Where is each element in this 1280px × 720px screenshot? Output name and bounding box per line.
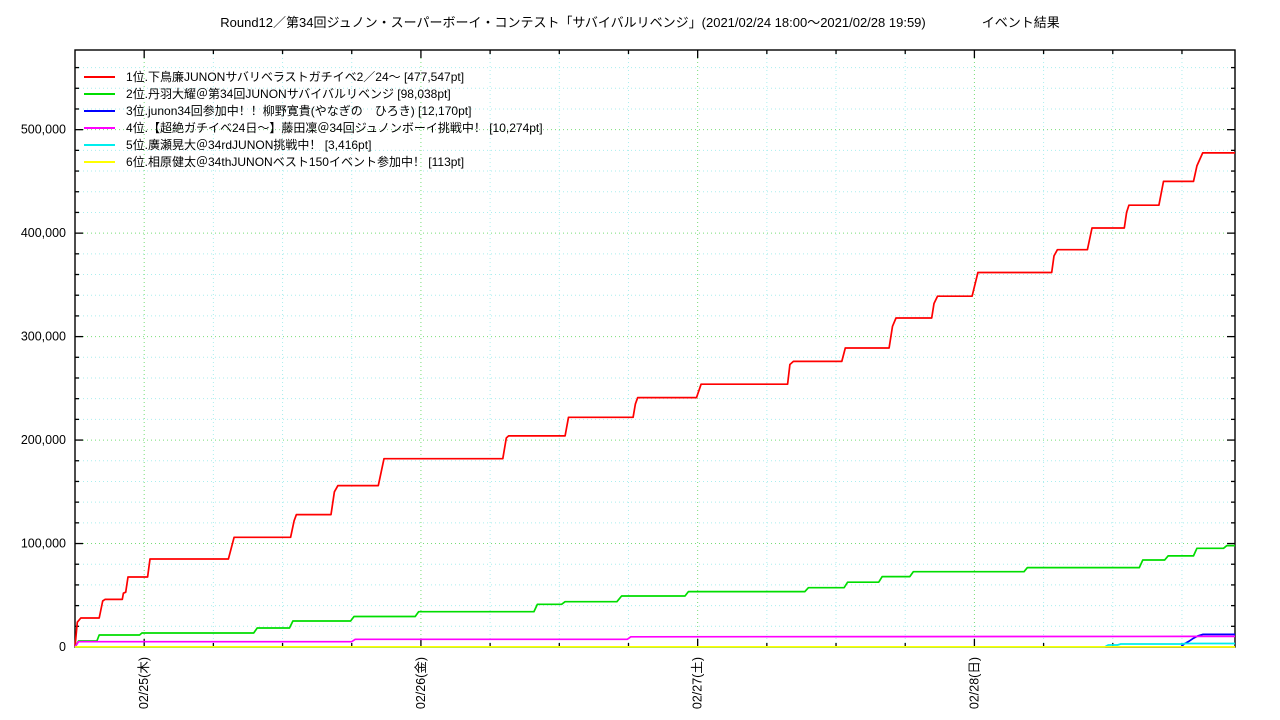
legend-entry: 5位.廣瀬晃大＠34rdJUNON挑戦中！ [3,416pt] [84, 136, 543, 153]
legend-color-line [84, 109, 115, 112]
legend-entry: 4位.【超絶ガチイベ24日～】藤田凜＠34回ジュノンボーイ挑戦中！ [10,27… [84, 119, 543, 136]
legend-entry: 2位.丹羽大耀＠第34回JUNONサバイバルリベンジ [98,038pt] [84, 85, 543, 102]
legend-color-line [84, 92, 115, 95]
chart-title-row: Round12／第34回ジュノン・スーパーボーイ・コンテスト「サバイバルリベンジ… [0, 12, 1280, 31]
y-tick-label: 500,000 [21, 123, 66, 137]
legend-entry-label: 3位.junon34回参加中！！柳野寛貴(やなぎの ひろき) [12,170pt… [126, 104, 472, 118]
chart-legend: 1位.下鳥廉JUNONサバリベラストガチイベ2／24～ [477,547pt] … [84, 68, 543, 170]
legend-entry-label: 1位.下鳥廉JUNONサバリベラストガチイベ2／24～ [477,547pt] [126, 70, 465, 84]
legend-entry: 6位.相原健太＠34thJUNONベスト150イベント参加中！ [113pt] [84, 153, 543, 170]
legend-entry: 1位.下鳥廉JUNONサバリベラストガチイベ2／24～ [477,547pt] [84, 68, 543, 85]
legend-color-line [84, 126, 115, 129]
legend-entry-label: 4位.【超絶ガチイベ24日～】藤田凜＠34回ジュノンボーイ挑戦中！ [10,27… [126, 121, 543, 135]
y-tick-label: 400,000 [21, 226, 66, 240]
legend-color-line [84, 75, 115, 78]
legend-color-line [84, 160, 115, 163]
y-tick-label: 100,000 [21, 537, 66, 551]
x-tick-label: 02/28(日) [967, 657, 981, 709]
x-tick-label: 02/27(土) [691, 657, 705, 709]
x-tick-label: 02/26(金) [413, 657, 428, 709]
legend-entry-label: 6位.相原健太＠34thJUNONベスト150イベント参加中！ [113pt] [126, 155, 465, 169]
chart-title: Round12／第34回ジュノン・スーパーボーイ・コンテスト「サバイバルリベンジ… [220, 15, 926, 30]
chart-title-suffix: イベント結果 [981, 15, 1060, 30]
x-tick-label: 02/25(木) [137, 657, 151, 709]
y-tick-label: 300,000 [21, 330, 66, 344]
legend-entry-label: 5位.廣瀬晃大＠34rdJUNON挑戦中！ [3,416pt] [126, 138, 372, 152]
y-tick-label: 0 [59, 640, 66, 654]
legend-entry: 3位.junon34回参加中！！柳野寛貴(やなぎの ひろき) [12,170pt… [84, 102, 543, 119]
series-line-rank2 [74, 544, 1235, 648]
legend-entry-label: 2位.丹羽大耀＠第34回JUNONサバイバルリベンジ [98,038pt] [126, 87, 451, 101]
series-line-rank4 [74, 635, 1235, 648]
y-tick-label: 200,000 [21, 433, 66, 447]
series-line-rank1 [74, 152, 1235, 648]
legend-color-line [84, 143, 115, 146]
